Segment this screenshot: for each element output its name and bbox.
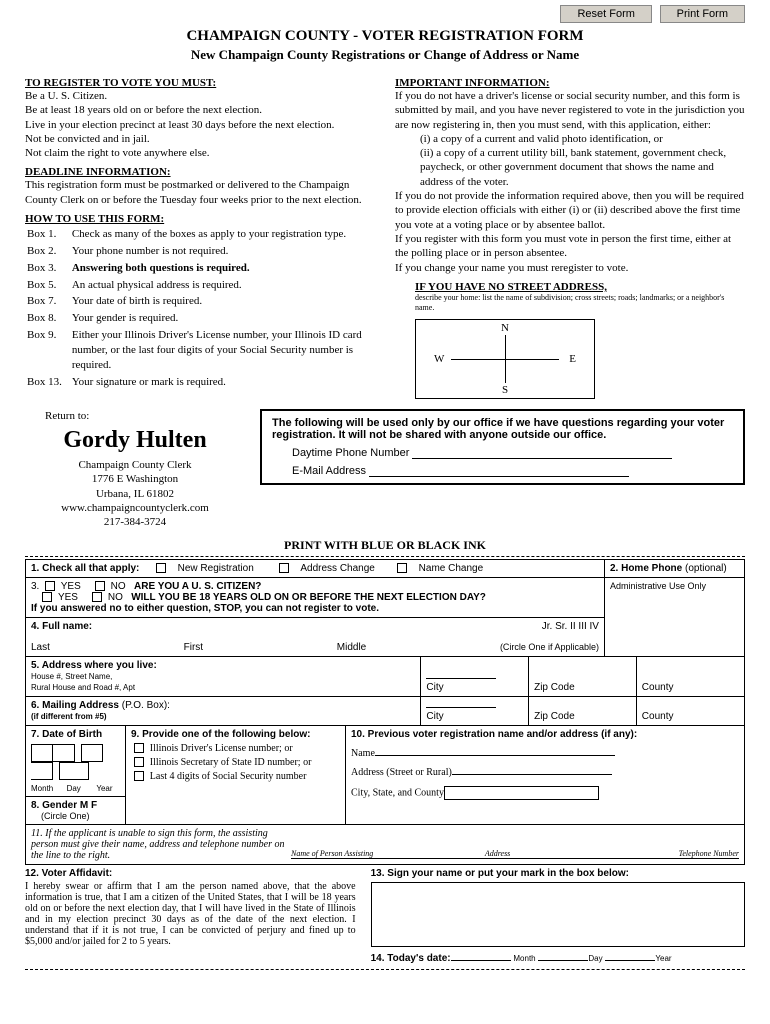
office-text: The following will be used only by our o…	[272, 417, 733, 441]
name-change-checkbox[interactable]	[397, 563, 407, 573]
register-head: TO REGISTER TO VOTE YOU MUST:	[25, 77, 375, 89]
return-l3: Urbana, IL 61802	[25, 487, 245, 501]
deadline-text: This registration form must be postmarke…	[25, 178, 375, 207]
stateid-checkbox[interactable]	[134, 757, 144, 767]
box2[interactable]: 2. Home Phone (optional)	[604, 559, 744, 577]
print-button[interactable]: Print Form	[660, 5, 745, 23]
compass-n: N	[501, 322, 509, 334]
box7-8: 7. Date of Birth Month Day Year 8. Gende…	[26, 725, 126, 824]
dashline-top	[25, 556, 745, 557]
imp-p2: If you do not provide the information re…	[395, 189, 745, 232]
compass-w: W	[434, 353, 444, 365]
box11: 11. If the applicant is unable to sign t…	[26, 824, 745, 864]
howto-list: Box 1.Check as many of the boxes as appl…	[25, 225, 375, 391]
page-subtitle: New Champaign County Registrations or Ch…	[25, 47, 745, 63]
mail-zip-input[interactable]: Zip Code	[529, 697, 637, 725]
box3: 3. YES NO ARE YOU A U. S. CITIZEN? YES N…	[26, 577, 605, 617]
nostreet-text: describe your home: list the name of sub…	[415, 293, 745, 314]
important-head: IMPORTANT INFORMATION:	[395, 77, 745, 89]
addr-change-checkbox[interactable]	[279, 563, 289, 573]
email-input[interactable]	[369, 476, 629, 477]
daytime-row: Daytime Phone Number	[292, 447, 733, 459]
admin-use: Administrative Use Only	[604, 577, 744, 656]
register-l2: Be at least 18 years old on or before th…	[25, 103, 375, 117]
box4[interactable]: 4. Full name: Jr. Sr. II III IV Last Fir…	[26, 617, 605, 656]
dob-inputs[interactable]	[31, 744, 120, 780]
prev-name-input[interactable]: Name	[351, 748, 739, 759]
imp-p4: If you change your name you must reregis…	[395, 261, 745, 275]
compass-s: S	[502, 384, 508, 396]
return-l4: www.champaigncountyclerk.com	[25, 501, 245, 515]
mail-county-input[interactable]: County	[636, 697, 744, 725]
instructions-columns: TO REGISTER TO VOTE YOU MUST: Be a U. S.…	[25, 71, 745, 399]
office-box: The following will be used only by our o…	[260, 409, 745, 485]
age-no-checkbox[interactable]	[92, 592, 102, 602]
imp-p3: If you register with this form you must …	[395, 232, 745, 261]
compass-diagram: N S W E	[415, 319, 595, 399]
form-table: 1. Check all that apply: New Registratio…	[25, 559, 745, 865]
box6: 6. Mailing Address (P.O. Box): (if diffe…	[26, 696, 745, 725]
return-l1: Champaign County Clerk	[25, 458, 245, 472]
register-l4: Not be convicted and in jail.	[25, 132, 375, 146]
box12: 12. Voter Affidavit: I hereby swear or a…	[25, 868, 371, 964]
prev-csc-input[interactable]: City, State, and County	[351, 786, 739, 800]
box5: 5. Address where you live: House #, Stre…	[26, 656, 745, 696]
box9: 9. Provide one of the following below: I…	[126, 725, 346, 824]
box10: 10. Previous voter registration name and…	[346, 725, 745, 824]
right-col: IMPORTANT INFORMATION: If you do not hav…	[395, 71, 745, 399]
age-yes-checkbox[interactable]	[42, 592, 52, 602]
return-label: Return to:	[45, 409, 245, 423]
return-to: Return to: Gordy Hulten Champaign County…	[25, 409, 245, 530]
top-buttons: Reset Form Print Form	[25, 5, 745, 23]
citizen-no-checkbox[interactable]	[95, 581, 105, 591]
page-title: CHAMPAIGN COUNTY - VOTER REGISTRATION FO…	[25, 28, 745, 45]
howto-head: HOW TO USE THIS FORM:	[25, 213, 375, 225]
city-input[interactable]: City	[421, 657, 529, 696]
county-input[interactable]: County	[636, 657, 744, 696]
dashline-bottom	[25, 969, 745, 970]
imp-ii: (ii) a copy of a current utility bill, b…	[420, 146, 745, 189]
return-l2: 1776 E Washington	[25, 472, 245, 486]
dl-checkbox[interactable]	[134, 743, 144, 753]
zip-input[interactable]: Zip Code	[529, 657, 637, 696]
signature-box[interactable]	[371, 882, 745, 947]
reset-button[interactable]: Reset Form	[560, 5, 651, 23]
prev-addr-input[interactable]: Address (Street or Rural)	[351, 767, 739, 778]
email-row: E-Mail Address	[292, 465, 733, 477]
return-row: Return to: Gordy Hulten Champaign County…	[25, 409, 745, 530]
mail-city-input[interactable]: City	[421, 697, 529, 725]
imp-i: (i) a copy of a current and valid photo …	[420, 132, 745, 146]
new-reg-checkbox[interactable]	[156, 563, 166, 573]
daytime-input[interactable]	[412, 458, 672, 459]
deadline-head: DEADLINE INFORMATION:	[25, 166, 375, 178]
box1: 1. Check all that apply: New Registratio…	[26, 559, 605, 577]
imp-p1: If you do not have a driver's license or…	[395, 89, 745, 132]
left-col: TO REGISTER TO VOTE YOU MUST: Be a U. S.…	[25, 71, 375, 399]
email-label: E-Mail Address	[292, 465, 366, 477]
clerk-name: Gordy Hulten	[25, 425, 245, 456]
ssn-checkbox[interactable]	[134, 771, 144, 781]
register-l5: Not claim the right to vote anywhere els…	[25, 146, 375, 160]
return-l5: 217-384-3724	[25, 515, 245, 529]
print-instruction: PRINT WITH BLUE OR BLACK INK	[25, 538, 745, 553]
register-l3: Live in your election precinct at least …	[25, 118, 375, 132]
citizen-yes-checkbox[interactable]	[45, 581, 55, 591]
daytime-label: Daytime Phone Number	[292, 447, 409, 459]
box13-14: 13. Sign your name or put your mark in t…	[371, 868, 745, 964]
register-l1: Be a U. S. Citizen.	[25, 89, 375, 103]
nostreet-head: IF YOU HAVE NO STREET ADDRESS,	[415, 281, 745, 293]
compass-e: E	[569, 353, 576, 365]
